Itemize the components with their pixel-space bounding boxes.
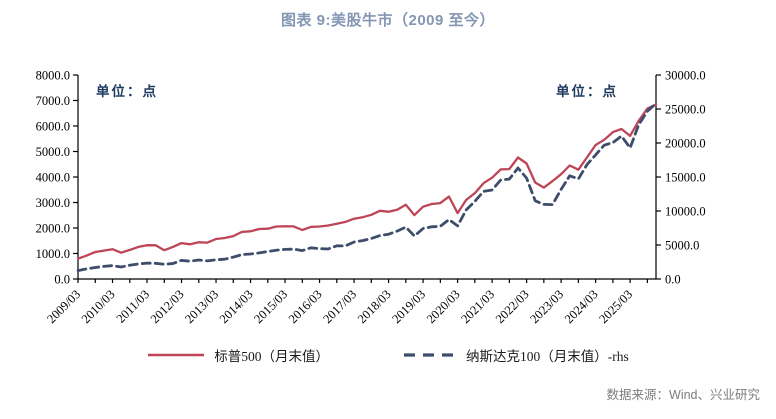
left-axis-tick-label: 8000.0 (36, 69, 70, 83)
left-axis-tick-label: 0.0 (54, 273, 70, 287)
x-axis-tick-label: 2019/03 (389, 287, 428, 326)
right-axis-tick-label: 30000.0 (665, 69, 706, 83)
x-axis-tick-label: 2022/03 (493, 287, 532, 326)
legend-label-nasdaq: 纳斯达克100（月末值）-rhs (466, 349, 629, 364)
left-axis-tick-label: 5000.0 (36, 145, 70, 159)
legend-item-sp500: 标普500（月末值） (147, 345, 329, 365)
sp500-series-line (76, 103, 658, 260)
legend: 标普500（月末值） 纳斯达克100（月末值）-rhs (0, 342, 776, 368)
x-axis-tick-label: 2016/03 (286, 287, 325, 326)
x-axis-tick-label: 2020/03 (424, 287, 463, 326)
left-axis-tick-label: 6000.0 (36, 120, 70, 134)
right-axis-tick-label: 15000.0 (665, 171, 706, 185)
x-axis-tick-label: 2025/03 (596, 287, 635, 326)
left-axis-unit-label: 单位：点 (96, 84, 158, 99)
nasdaq-line-swatch (404, 353, 456, 357)
chart-area: 8000.0 7000.0 6000.0 5000.0 4000.0 3000.0 2000… (0, 30, 776, 340)
x-axis-tick-label: 2013/03 (182, 287, 221, 326)
x-axis-tick-label: 2014/03 (217, 287, 256, 326)
right-axis-tick-label: 20000.0 (665, 137, 706, 151)
sp500-line-swatch (148, 353, 205, 357)
nasdaq-series-line (76, 102, 658, 273)
left-axis-tick-label: 1000.0 (36, 247, 70, 261)
chart-title: 图表 9:美股牛市（2009 至今） (280, 12, 496, 29)
x-axis-tick-label: 2012/03 (148, 287, 187, 326)
left-axis-tick-label: 4000.0 (36, 171, 70, 185)
legend-label-sp500: 标普500（月末值） (214, 349, 329, 364)
chart-canvas: 8000.0 7000.0 6000.0 5000.0 4000.0 3000.0 2000… (36, 69, 706, 327)
right-axis-tick-label: 25000.0 (665, 103, 706, 117)
right-axis-tick-label: 5000.0 (665, 239, 699, 253)
x-axis-tick-label: 2015/03 (251, 287, 290, 326)
right-axis-tick-label: 0.0 (665, 273, 681, 287)
x-axis-tick-label: 2009/03 (44, 287, 83, 326)
left-axis-tick-label: 2000.0 (36, 222, 70, 236)
right-axis-tick-label: 10000.0 (665, 205, 706, 219)
data-source: 数据来源：Wind、兴业研究 (606, 388, 760, 402)
legend-item-nasdaq: 纳斯达克100（月末值）-rhs (403, 345, 629, 365)
x-axis-tick-label: 2021/03 (458, 287, 497, 326)
left-axis-tick-label: 7000.0 (36, 94, 70, 108)
x-axis-tick-label: 2023/03 (527, 287, 566, 326)
x-axis-tick-label: 2017/03 (320, 287, 359, 326)
x-axis-tick-label: 2024/03 (562, 287, 601, 326)
left-axis-tick-label: 3000.0 (36, 196, 70, 210)
x-axis-tick-label: 2010/03 (79, 287, 118, 326)
x-axis-tick-label: 2018/03 (355, 287, 394, 326)
x-axis-tick-label: 2011/03 (114, 287, 153, 326)
right-axis-unit-label: 单位：点 (556, 84, 618, 99)
